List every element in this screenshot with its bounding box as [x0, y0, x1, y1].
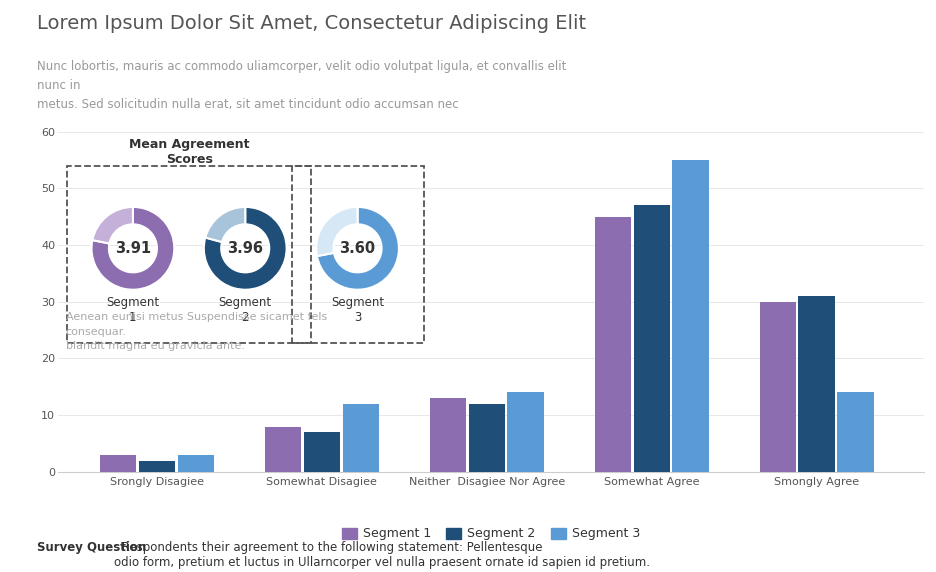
Bar	[760, 302, 796, 472]
Bar	[672, 160, 709, 472]
Bar	[100, 455, 137, 472]
Bar	[139, 460, 175, 472]
Text: Lorem Ipsum Dolor Sit Amet, Consectetur Adipiscing Elit: Lorem Ipsum Dolor Sit Amet, Consectetur …	[37, 14, 587, 33]
Bar	[507, 392, 544, 472]
Text: 3.60: 3.60	[340, 241, 375, 256]
Text: Survey Question: Survey Question	[37, 541, 147, 554]
Text: Mean Agreement
Scores: Mean Agreement Scores	[129, 138, 249, 166]
Bar	[634, 205, 670, 472]
Bar	[265, 427, 301, 472]
Bar	[430, 398, 466, 472]
Wedge shape	[205, 207, 245, 242]
Text: : Respondents their agreement to the following statement: Pellentesque
odio form: : Respondents their agreement to the fol…	[114, 541, 651, 569]
Bar	[595, 217, 631, 472]
Bar	[178, 455, 213, 472]
Text: Segment
2: Segment 2	[219, 296, 271, 324]
Bar	[304, 432, 340, 472]
Text: 3.91: 3.91	[115, 241, 151, 256]
Bar	[798, 296, 835, 472]
Bar	[469, 404, 505, 472]
Bar	[837, 392, 873, 472]
Bar	[343, 404, 379, 472]
Wedge shape	[204, 207, 286, 290]
Wedge shape	[93, 207, 133, 244]
Text: Nunc lobortis, mauris ac commodo uliamcorper, velit odio volutpat ligula, et con: Nunc lobortis, mauris ac commodo uliamco…	[37, 60, 567, 111]
Wedge shape	[317, 207, 399, 290]
Text: Segment
1: Segment 1	[107, 296, 159, 324]
Text: 3.96: 3.96	[227, 241, 263, 256]
Wedge shape	[316, 207, 358, 256]
Text: Segment
3: Segment 3	[331, 296, 384, 324]
Wedge shape	[92, 207, 174, 290]
Text: Aenean eunisi metus Suspendisse sicamet fels
consequar.
blandit magna eu gravicl: Aenean eunisi metus Suspendisse sicamet …	[66, 312, 327, 351]
Legend: Segment 1, Segment 2, Segment 3: Segment 1, Segment 2, Segment 3	[337, 522, 645, 545]
